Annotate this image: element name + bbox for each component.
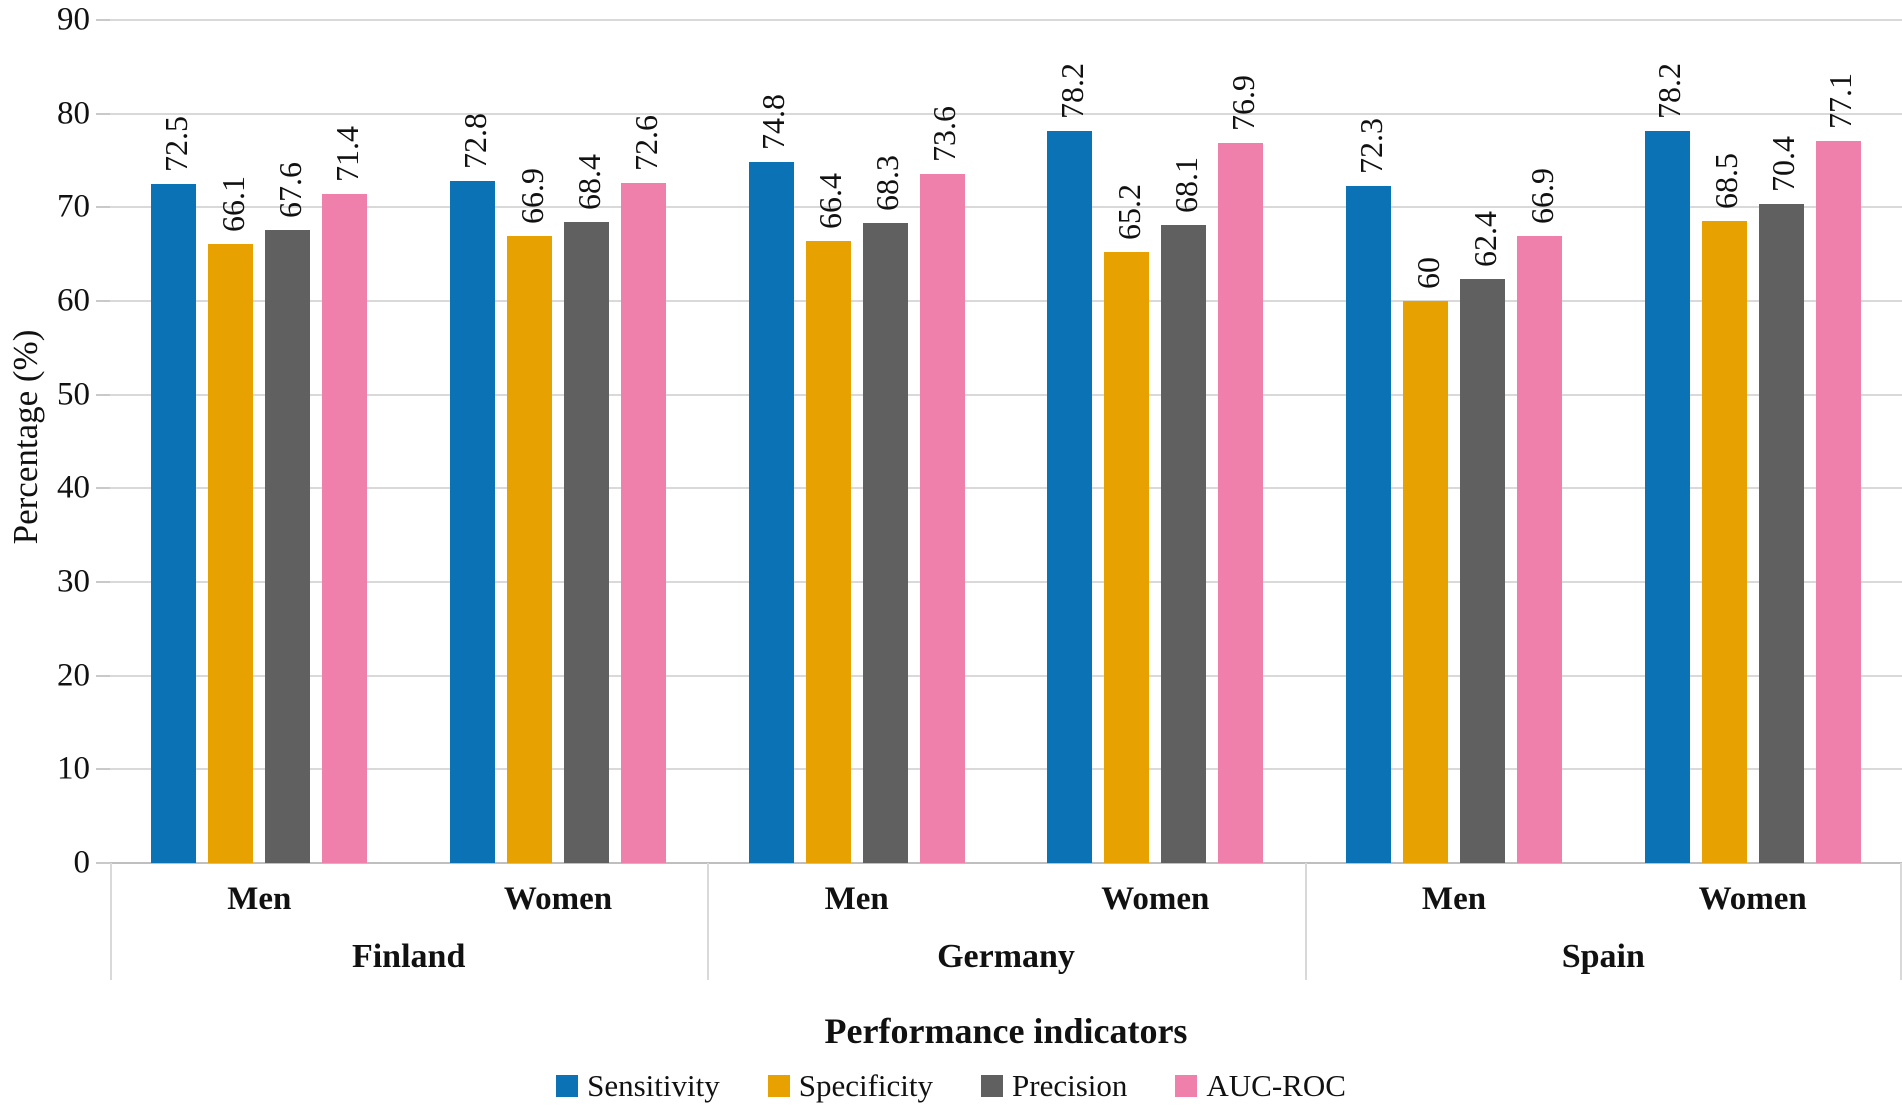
legend-item: Precision	[981, 1068, 1127, 1104]
gridline	[110, 487, 1902, 490]
y-tick-mark	[96, 768, 110, 771]
bar-auc-roc	[621, 182, 666, 863]
y-tick-label: 40	[57, 469, 90, 506]
gridline	[110, 674, 1902, 677]
bar-sensitivity	[1644, 130, 1690, 863]
bar-sensitivity	[748, 162, 794, 863]
bar-auc-roc	[322, 194, 368, 863]
bar-precision	[1161, 225, 1207, 863]
gridline	[110, 768, 1902, 771]
gridline	[110, 206, 1902, 209]
legend-item: AUC-ROC	[1175, 1068, 1346, 1104]
bar-specificity	[208, 243, 254, 863]
y-tick-mark	[96, 862, 110, 864]
bar-auc-roc	[1218, 142, 1264, 863]
y-tick-mark	[96, 581, 110, 583]
y-tick-label: 0	[73, 844, 91, 881]
subgroup-label: Men	[227, 881, 292, 917]
bar-sensitivity	[1047, 130, 1093, 863]
group-divider	[707, 863, 710, 980]
gridline	[110, 19, 1902, 21]
bar-precision	[1758, 203, 1804, 863]
bar-specificity	[1104, 252, 1150, 863]
bar-specificity	[805, 241, 851, 863]
y-tick-label: 30	[57, 563, 90, 600]
y-tick-label: 60	[57, 282, 90, 319]
legend: Sensitivity Specificity Precision AUC-ROC	[0, 1068, 1902, 1104]
y-tick-label: 90	[57, 1, 90, 38]
group-label: Finland	[351, 938, 466, 975]
bar-specificity	[1403, 301, 1448, 863]
y-tick-mark	[96, 300, 110, 302]
x-axis-title: Performance indicators	[824, 1011, 1188, 1051]
group-label: Germany	[937, 938, 1075, 975]
subgroup-label: Men	[1421, 881, 1487, 917]
gridline	[110, 581, 1902, 583]
y-tick-mark	[96, 206, 110, 209]
subgroup-label: Men	[824, 881, 889, 917]
bar-auc-roc	[1815, 140, 1861, 863]
legend-swatch-precision	[981, 1075, 1004, 1097]
x-axis-line	[110, 862, 1902, 864]
subgroup-label: Women	[1101, 881, 1210, 917]
y-tick-label: 50	[57, 376, 90, 413]
bar-specificity	[507, 236, 552, 863]
bar-precision	[862, 223, 908, 863]
y-tick-mark	[96, 487, 110, 490]
bar-specificity	[1701, 221, 1747, 863]
group-divider	[1900, 863, 1902, 980]
legend-item: Sensitivity	[556, 1068, 720, 1104]
y-tick-label: 80	[57, 95, 90, 132]
bar-precision	[265, 229, 311, 863]
y-tick-label: 10	[57, 750, 90, 787]
legend-swatch-sensitivity	[556, 1075, 579, 1097]
y-tick-mark	[96, 674, 110, 677]
group-label: Spain	[1561, 938, 1645, 975]
y-tick-mark	[96, 112, 110, 115]
bar-sensitivity	[1346, 185, 1391, 863]
bar-sensitivity	[151, 183, 197, 863]
y-tick-mark	[96, 393, 110, 396]
group-divider	[110, 863, 112, 980]
legend-label: AUC-ROC	[1206, 1068, 1346, 1103]
gridline	[110, 112, 1902, 115]
legend-swatch-auc-roc	[1175, 1075, 1198, 1097]
y-tick-label: 20	[57, 657, 90, 694]
gridline	[110, 393, 1902, 396]
subgroup-label: Women	[503, 881, 613, 917]
legend-label: Precision	[1012, 1068, 1128, 1103]
gridline	[110, 300, 1902, 302]
y-tick-mark	[96, 19, 110, 21]
y-tick-label: 70	[57, 188, 90, 225]
legend-label: Specificity	[798, 1068, 934, 1103]
subgroup-label: Women	[1698, 881, 1807, 917]
bar-sensitivity	[450, 181, 495, 863]
bar-auc-roc	[919, 173, 965, 863]
bar-precision	[1460, 278, 1505, 863]
bar-auc-roc	[1517, 236, 1562, 863]
group-divider	[1304, 863, 1307, 980]
legend-label: Sensitivity	[587, 1068, 720, 1103]
legend-swatch-specificity	[767, 1075, 790, 1097]
bar-precision	[564, 222, 609, 863]
legend-item: Specificity	[767, 1068, 934, 1104]
